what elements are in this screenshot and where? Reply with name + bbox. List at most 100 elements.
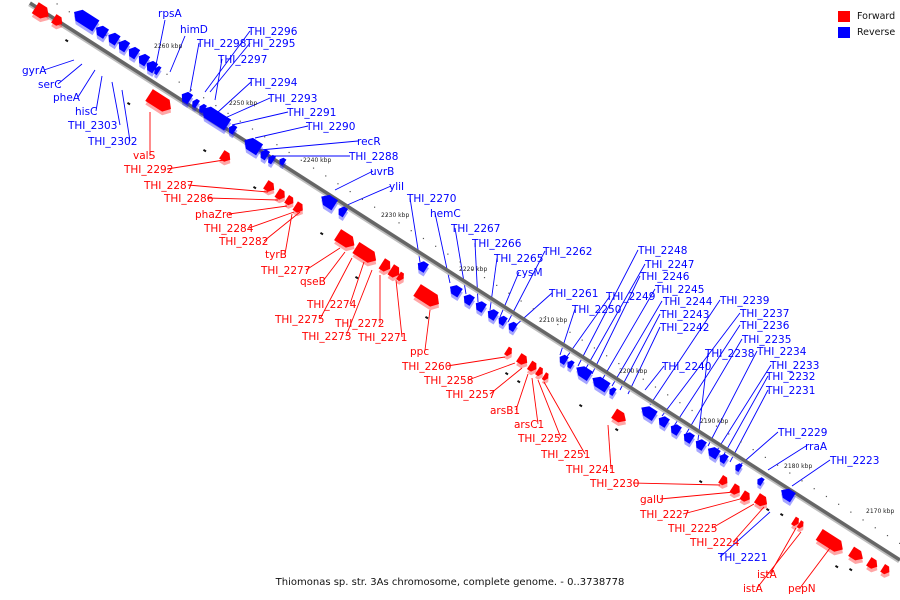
reverse-gene-9[interactable] <box>188 98 201 113</box>
reverse-label-23[interactable]: THI_2266 <box>471 238 522 250</box>
forward-gene-14[interactable] <box>502 346 515 361</box>
reverse-label-24[interactable]: THI_2265 <box>493 253 543 265</box>
reverse-label-34[interactable]: THI_2244 <box>662 296 713 308</box>
reverse-gene-35[interactable] <box>691 437 708 455</box>
reverse-label-30[interactable]: THI_2248 <box>637 245 687 257</box>
reverse-gene-39[interactable] <box>754 476 767 490</box>
reverse-label-32[interactable]: THI_2246 <box>639 271 690 283</box>
forward-label-18[interactable]: THI_2257 <box>445 389 495 401</box>
forward-label-23[interactable]: THI_2241 <box>565 464 615 476</box>
reverse-label-7[interactable]: serC <box>38 79 62 91</box>
reverse-gene-0[interactable] <box>69 7 101 36</box>
reverse-gene-7[interactable] <box>151 65 163 79</box>
forward-gene-3[interactable] <box>217 150 234 167</box>
forward-label-14[interactable]: THI_2271 <box>357 332 407 344</box>
reverse-label-27[interactable]: THI_2261 <box>548 288 598 300</box>
reverse-gene-25[interactable] <box>505 320 520 336</box>
reverse-label-16[interactable]: recR <box>357 136 381 148</box>
forward-gene-28[interactable] <box>864 557 881 574</box>
forward-label-25[interactable]: galU <box>640 494 664 506</box>
reverse-label-19[interactable]: yliI <box>389 181 404 193</box>
reverse-label-47[interactable]: THI_2229 <box>777 427 827 439</box>
reverse-label-45[interactable]: THI_2232 <box>765 371 815 383</box>
reverse-gene-21[interactable] <box>459 292 476 310</box>
forward-gene-2[interactable] <box>144 89 177 118</box>
forward-gene-9[interactable] <box>351 242 382 269</box>
reverse-gene-26[interactable] <box>556 353 571 369</box>
forward-gene-16[interactable] <box>525 360 540 377</box>
forward-label-9[interactable]: qseB <box>300 276 326 288</box>
forward-label-27[interactable]: THI_2225 <box>667 523 717 535</box>
reverse-label-36[interactable]: THI_2242 <box>659 322 709 334</box>
reverse-label-5[interactable]: THI_2297 <box>217 54 267 66</box>
reverse-gene-5[interactable] <box>134 52 152 70</box>
forward-label-10[interactable]: THI_2274 <box>306 299 357 311</box>
reverse-label-50[interactable]: THI_2221 <box>717 552 767 564</box>
reverse-label-1[interactable]: himD <box>180 24 208 36</box>
reverse-label-29[interactable]: THI_2249 <box>605 291 655 303</box>
forward-label-6[interactable]: THI_2282 <box>218 236 268 248</box>
reverse-label-18[interactable]: uvrB <box>370 166 394 178</box>
forward-gene-0[interactable] <box>30 2 54 25</box>
forward-gene-10[interactable] <box>377 258 395 277</box>
forward-label-12[interactable]: THI_2272 <box>334 318 384 330</box>
forward-label-4[interactable]: phaZre <box>195 209 233 221</box>
reverse-gene-22[interactable] <box>471 299 488 317</box>
reverse-gene-34[interactable] <box>679 430 696 448</box>
forward-label-28[interactable]: THI_2224 <box>689 537 740 549</box>
reverse-label-26[interactable]: THI_2262 <box>542 246 592 258</box>
reverse-gene-28[interactable] <box>572 363 595 385</box>
reverse-label-38[interactable]: THI_2237 <box>739 308 789 320</box>
reverse-label-6[interactable]: gyrA <box>22 65 47 77</box>
forward-gene-25[interactable] <box>795 520 807 533</box>
reverse-gene-31[interactable] <box>637 403 660 425</box>
reverse-label-48[interactable]: rraA <box>805 441 828 453</box>
forward-label-7[interactable]: tyrB <box>265 249 287 261</box>
forward-gene-13[interactable] <box>412 284 445 313</box>
reverse-gene-27[interactable] <box>564 359 577 373</box>
reverse-label-10[interactable]: THI_2303 <box>67 120 117 132</box>
reverse-label-13[interactable]: THI_2293 <box>267 93 317 105</box>
forward-label-15[interactable]: ppc <box>410 346 429 358</box>
reverse-gene-36[interactable] <box>704 445 723 464</box>
reverse-label-46[interactable]: THI_2231 <box>765 385 815 397</box>
forward-label-21[interactable]: THI_2252 <box>517 433 567 445</box>
reverse-label-25[interactable]: cysM <box>516 267 543 279</box>
reverse-label-40[interactable]: THI_2235 <box>741 334 791 346</box>
forward-gene-11[interactable] <box>386 264 404 283</box>
reverse-gene-19[interactable] <box>413 259 430 277</box>
forward-label-17[interactable]: THI_2258 <box>423 375 473 387</box>
reverse-gene-16[interactable] <box>276 156 288 170</box>
reverse-label-14[interactable]: THI_2291 <box>286 107 336 119</box>
forward-gene-23[interactable] <box>752 493 771 512</box>
forward-gene-27[interactable] <box>847 546 868 567</box>
forward-gene-19[interactable] <box>610 408 631 429</box>
reverse-label-12[interactable]: THI_2294 <box>247 77 298 89</box>
reverse-label-49[interactable]: THI_2223 <box>829 455 879 467</box>
forward-label-24[interactable]: THI_2230 <box>589 478 639 490</box>
reverse-gene-20[interactable] <box>446 283 465 302</box>
reverse-gene-24[interactable] <box>495 314 510 330</box>
forward-label-5[interactable]: THI_2284 <box>203 223 254 235</box>
forward-gene-26[interactable] <box>814 528 848 559</box>
reverse-gene-37[interactable] <box>716 452 731 468</box>
reverse-label-15[interactable]: THI_2290 <box>305 121 355 133</box>
reverse-gene-32[interactable] <box>654 414 671 432</box>
reverse-gene-14[interactable] <box>256 148 271 164</box>
forward-label-22[interactable]: THI_2251 <box>540 449 590 461</box>
reverse-label-43[interactable]: THI_2240 <box>661 361 711 373</box>
forward-gene-18[interactable] <box>540 372 552 385</box>
forward-label-20[interactable]: arsC1 <box>514 419 544 431</box>
forward-label-3[interactable]: THI_2286 <box>163 193 214 205</box>
forward-gene-17[interactable] <box>533 366 546 381</box>
forward-gene-8[interactable] <box>332 229 359 254</box>
reverse-label-0[interactable]: rpsA <box>158 8 182 20</box>
forward-label-16[interactable]: THI_2260 <box>401 361 451 373</box>
reverse-label-17[interactable]: THI_2288 <box>348 151 398 163</box>
reverse-gene-40[interactable] <box>777 486 798 507</box>
reverse-label-11[interactable]: THI_2302 <box>87 136 137 148</box>
forward-gene-20[interactable] <box>717 475 732 490</box>
forward-label-8[interactable]: THI_2277 <box>260 265 310 277</box>
forward-gene-7[interactable] <box>291 201 307 218</box>
reverse-gene-30[interactable] <box>606 386 619 400</box>
